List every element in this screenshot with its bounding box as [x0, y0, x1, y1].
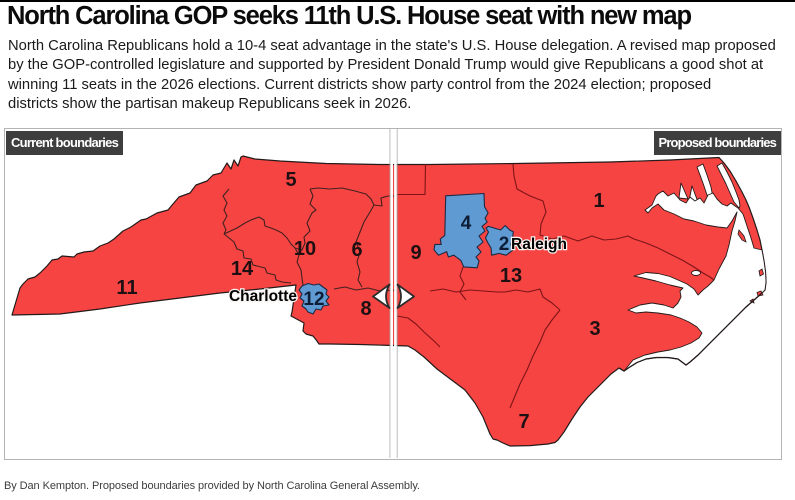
svg-text:13: 13 — [500, 265, 522, 287]
svg-text:Raleigh: Raleigh — [511, 236, 567, 253]
svg-text:12: 12 — [303, 289, 324, 310]
svg-text:3: 3 — [589, 318, 600, 340]
svg-text:Charlotte: Charlotte — [229, 288, 297, 305]
svg-text:6: 6 — [351, 239, 362, 261]
svg-text:10: 10 — [294, 238, 316, 260]
svg-text:8: 8 — [360, 298, 371, 320]
svg-text:5: 5 — [285, 169, 296, 191]
svg-text:4: 4 — [461, 213, 472, 234]
svg-text:1: 1 — [593, 190, 604, 212]
svg-text:11: 11 — [116, 277, 137, 299]
svg-text:7: 7 — [518, 411, 529, 433]
svg-text:9: 9 — [410, 242, 421, 264]
svg-text:14: 14 — [231, 258, 254, 280]
svg-text:2: 2 — [499, 234, 510, 255]
